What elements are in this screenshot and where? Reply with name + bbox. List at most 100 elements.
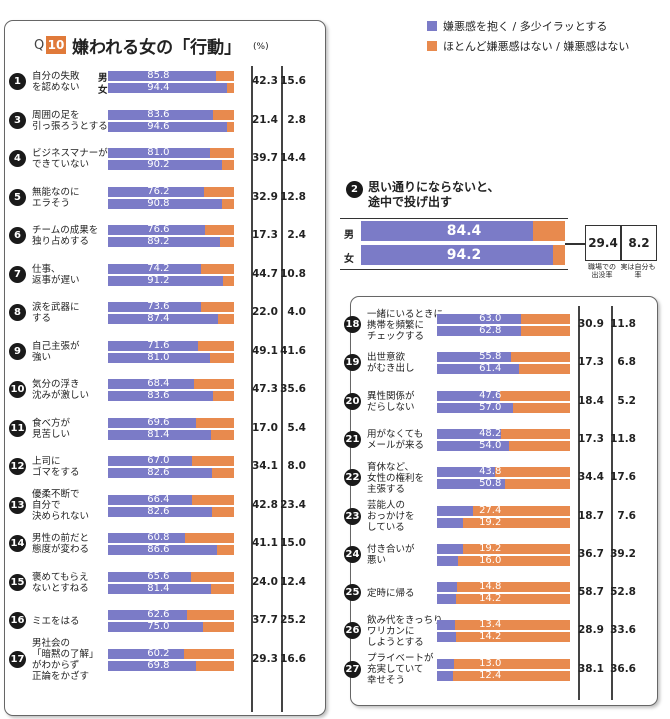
item-7-badge: 7 xyxy=(9,265,26,283)
divider-right-1 xyxy=(578,306,580,700)
item-25-bar-male xyxy=(437,582,570,593)
item-19-bar-male-fill xyxy=(437,352,512,363)
item-25-bar-male-fill xyxy=(437,582,457,593)
item-24-label: 付き合いが 悪い xyxy=(367,543,415,566)
item-15-bar-male-value: 65.6 xyxy=(147,570,170,582)
item-3-bar-male xyxy=(108,109,234,120)
item-11-bar-male-value: 69.6 xyxy=(147,416,170,428)
item-13-label: 優柔不断で 自分で 決められない xyxy=(32,489,90,522)
item-9-stat2: 41.6 xyxy=(280,344,306,357)
item-19-badge: 19 xyxy=(344,354,361,372)
item-17-badge: 17 xyxy=(9,650,26,668)
question-prefix: Q xyxy=(34,38,45,53)
item-21-bar-male xyxy=(437,428,570,439)
item-26-stat2: 33.6 xyxy=(610,624,636,637)
item-12-bar-male-fill xyxy=(108,456,193,466)
item-15-label: 褒めてもらえ ないとすねる xyxy=(32,571,89,594)
item-19-bar-male-value: 55.8 xyxy=(479,351,502,363)
item-15-bar-male-fill xyxy=(108,571,191,582)
sex-label-female: 女 xyxy=(98,85,108,96)
item-12-bar-male xyxy=(108,456,234,466)
item-17-label: 男社会の 「暗黙の了解」 がわからず 正論をかざす xyxy=(32,637,99,682)
item-6-bar-male-value: 76.6 xyxy=(147,224,170,235)
item-7-bar-female-fill xyxy=(108,275,223,286)
item-6-badge: 6 xyxy=(9,227,26,244)
item-8-bar-female xyxy=(108,314,234,324)
legend-swatch-disagree xyxy=(427,41,437,51)
item-3-badge: 3 xyxy=(9,111,26,129)
item-19-bar-female-value: 61.4 xyxy=(479,363,502,375)
item-7-stat1: 44.7 xyxy=(252,267,278,280)
item-2-badge: 2 xyxy=(346,181,363,198)
item-6-stat1: 17.3 xyxy=(252,229,278,241)
item-20-bar-male xyxy=(437,390,570,401)
item-14-bar-female-value: 86.6 xyxy=(147,544,170,555)
item-25-stat1: 58.7 xyxy=(578,586,604,599)
item-7-label: 仕事、 返事が遅い xyxy=(32,263,80,286)
item-5-bar-female-value: 90.8 xyxy=(147,197,170,209)
item-4-bar-male-value: 81.0 xyxy=(147,147,170,158)
item-23-stat1: 18.7 xyxy=(578,509,604,522)
item-18-badge: 18 xyxy=(344,316,361,333)
item-12-stat1: 34.1 xyxy=(252,460,278,472)
item-8-label: 涙を武器に する xyxy=(32,302,80,324)
item-11-bar-female-value: 81.4 xyxy=(147,428,170,440)
item-10-label: 気分の浮き 沈みが激しい xyxy=(32,379,90,401)
item-14-label: 男性の前だと 態度が変わる xyxy=(32,533,90,555)
item-24-bar-female xyxy=(437,555,570,566)
item-3-bar-male-value: 83.6 xyxy=(147,108,170,120)
legend-label-agree: 嫌悪感を抱く / 多少イラッとする xyxy=(443,20,608,33)
item-23-bar-male-fill xyxy=(437,505,474,516)
item-17-bar-female-value: 69.8 xyxy=(147,659,170,671)
item-14-stat2: 15.0 xyxy=(280,537,306,549)
item-9-bar-female xyxy=(108,352,234,363)
item-4-label: ビジネスマナーが できていない xyxy=(32,148,108,170)
item-5-label: 無能なのに エラそう xyxy=(32,186,80,209)
item-2-connector xyxy=(565,243,585,245)
item-1-badge: 1 xyxy=(9,73,26,90)
item-23-label: 芸能人の おっかけを している xyxy=(367,500,415,533)
item-11-label: 食べ方が 見苦しい xyxy=(32,417,71,440)
divider-left-1 xyxy=(251,66,253,712)
item-5-bar-male-fill xyxy=(108,186,204,197)
unit-label: (%) xyxy=(253,42,269,52)
item-20-bar-female xyxy=(437,402,570,413)
item-10-stat1: 47.3 xyxy=(252,383,278,395)
item-16-bar-female-value: 75.0 xyxy=(147,621,170,632)
item-7-bar-male-fill xyxy=(108,263,202,274)
item-15-bar-male xyxy=(108,571,234,582)
item-2-frame xyxy=(340,218,568,270)
item-1-bar-male-value: 85.8 xyxy=(147,70,170,81)
item-6-bar-male xyxy=(108,225,234,235)
item-16-bar-female xyxy=(108,622,234,632)
item-15-bar-female-value: 81.4 xyxy=(147,582,170,594)
item-25-bar-female-value: 14.2 xyxy=(479,593,502,605)
item-9-bar-male-value: 71.6 xyxy=(147,339,170,351)
item-18-bar-female xyxy=(437,326,570,336)
item-20-label: 異性関係が だらしない xyxy=(367,390,415,413)
item-26-bar-male xyxy=(437,620,570,631)
item-22-bar-male-fill xyxy=(437,467,496,478)
item-15-bar-female xyxy=(108,583,234,594)
item-11-badge: 11 xyxy=(9,419,26,437)
item-22-bar-female-fill xyxy=(437,479,505,490)
item-10-bar-female xyxy=(108,391,234,401)
item-18-bar-male-fill xyxy=(437,314,521,324)
item-25-badge: 25 xyxy=(344,584,361,602)
item-26-bar-female xyxy=(437,632,570,643)
item-9-bar-female-value: 81.0 xyxy=(147,351,170,363)
item-27-bar-male-value: 13.0 xyxy=(479,657,502,669)
item-14-bar-male-value: 60.8 xyxy=(147,532,170,543)
item-14-bar-male-fill xyxy=(108,533,185,543)
item-27-bar-male-fill xyxy=(437,658,455,669)
item-7-stat2: 10.8 xyxy=(280,267,306,280)
item-17-bar-male-value: 60.2 xyxy=(147,647,170,659)
item-21-bar-female-value: 54.0 xyxy=(479,439,502,451)
item-2-bar-female xyxy=(361,245,565,265)
item-10-badge: 10 xyxy=(9,381,26,398)
item-11-stat2: 5.4 xyxy=(287,421,306,434)
item-23-bar-female-value: 19.2 xyxy=(479,516,502,528)
item-19-stat1: 17.3 xyxy=(578,356,604,369)
item-27-bar-male xyxy=(437,658,570,669)
